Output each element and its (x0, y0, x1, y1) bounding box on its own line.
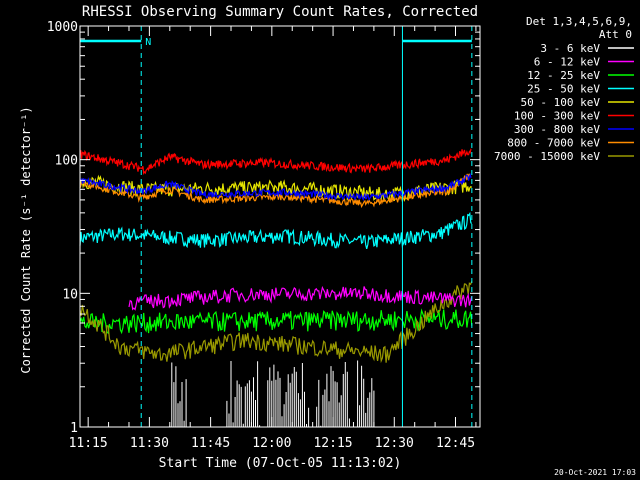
y-tick-label: 10 (62, 287, 78, 302)
x-tick-label: 11:15 (69, 436, 108, 451)
series-6-12kev-line (128, 285, 473, 311)
series-800-7000kev-line (79, 173, 472, 209)
series-7000-15000kev-line (79, 281, 473, 364)
plot-frame (79, 25, 481, 428)
night-marker-label: N (145, 37, 151, 48)
plot-area: N 1 10 100 1000 11:15 11:30 11:45 12:00 12:15 12:3… (47, 20, 634, 451)
x-tick-label: 12:00 (252, 436, 291, 451)
x-tick-label: 11:45 (191, 436, 230, 451)
legend-entry-label: 3 - 6 keV (540, 42, 600, 55)
x-tick-label: 12:15 (313, 436, 352, 451)
x-axis-label: Start Time (07-Oct-05 11:13:02) (159, 456, 402, 471)
x-tick-label: 12:45 (436, 436, 475, 451)
legend-header-line-1: Det 1,3,4,5,6,9, (526, 15, 632, 28)
y-tick-label: 1000 (47, 20, 78, 35)
x-tick-label: 12:30 (375, 436, 414, 451)
legend-entry-label: 25 - 50 keV (527, 83, 600, 96)
series-12-25kev-line (79, 308, 473, 335)
x-tick-label: 11:30 (130, 436, 169, 451)
series-300-800kev-line (79, 172, 472, 202)
y-tick-label: 100 (55, 154, 78, 169)
chart-title: RHESSI Observing Summary Count Rates, Co… (82, 4, 478, 20)
legend-entry-label: 7000 - 15000 keV (494, 150, 600, 163)
y-tick-label: 1 (70, 421, 78, 436)
series-100-300kev-line (79, 148, 472, 175)
y-axis-label: Corrected Count Rate (s⁻¹ detector⁻¹) (19, 106, 33, 373)
legend-header-line-2: Att 0 (599, 28, 632, 41)
legend-entry-label: 6 - 12 keV (534, 56, 601, 69)
legend-entry-label: 300 - 800 keV (514, 123, 600, 136)
legend-entry-label: 800 - 7000 keV (507, 137, 600, 150)
legend-entry-label: 12 - 25 keV (527, 69, 600, 82)
footer-timestamp: 20-Oct-2021 17:03 (554, 468, 636, 477)
legend-entry-label: 50 - 100 keV (521, 96, 601, 109)
legend-entry-label: 100 - 300 keV (514, 110, 600, 123)
series-25-50kev-line (79, 211, 473, 249)
